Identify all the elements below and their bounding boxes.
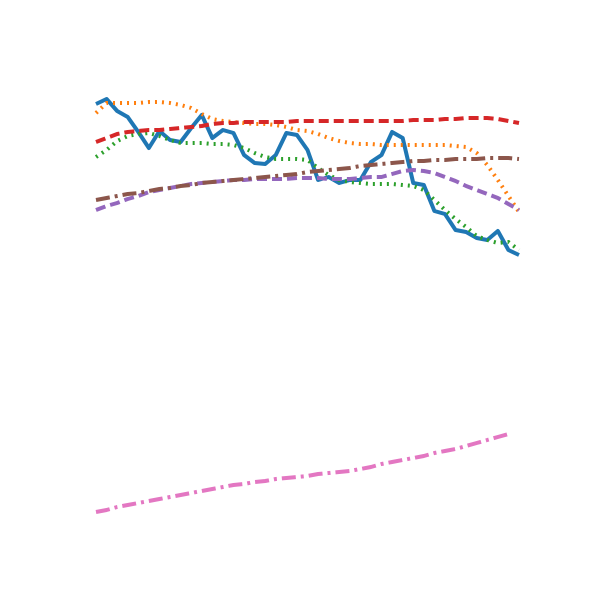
line-series — [95, 168, 520, 212]
line-series — [94, 131, 521, 252]
line-series — [95, 116, 520, 144]
line-series — [95, 156, 520, 202]
line-series — [95, 432, 509, 514]
